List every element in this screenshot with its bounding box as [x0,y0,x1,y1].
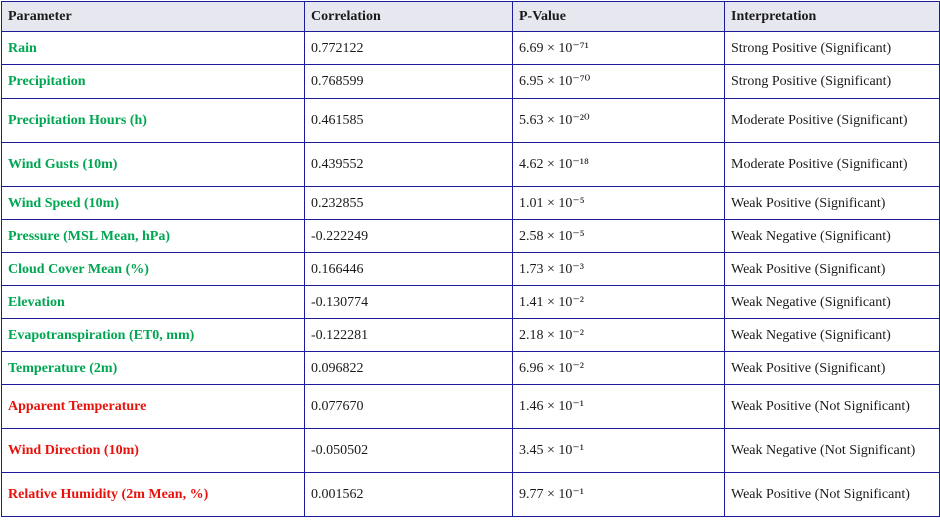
parameter-cell: Precipitation [1,64,305,99]
interpretation-cell: Weak Positive (Not Significant) [724,384,940,429]
parameter-cell: Wind Direction (10m) [1,428,305,473]
table-row: Wind Direction (10m) -0.050502 3.45 × 10… [1,428,940,473]
correlation-cell: -0.050502 [304,428,513,473]
p-value-cell: 9.77 × 10⁻¹ [512,472,725,517]
interpretation-cell: Moderate Positive (Significant) [724,142,940,187]
correlation-cell: 0.461585 [304,98,513,143]
p-value-cell: 1.73 × 10⁻³ [512,252,725,286]
interpretation-cell: Weak Positive (Significant) [724,186,940,220]
parameter-cell: Wind Speed (10m) [1,186,305,220]
table-row: Rain 0.772122 6.69 × 10⁻⁷¹ Strong Positi… [1,31,940,65]
table-row: Evapotranspiration (ET0, mm) -0.122281 2… [1,318,940,352]
parameter-cell: Wind Gusts (10m) [1,142,305,187]
table-row: Apparent Temperature 0.077670 1.46 × 10⁻… [1,384,940,429]
p-value-cell: 1.41 × 10⁻² [512,285,725,319]
parameter-cell: Elevation [1,285,305,319]
table-row: Temperature (2m) 0.096822 6.96 × 10⁻² We… [1,351,940,385]
interpretation-cell: Weak Positive (Significant) [724,351,940,385]
correlation-cell: 0.439552 [304,142,513,187]
correlation-cell: -0.222249 [304,219,513,253]
table-row: Precipitation 0.768599 6.95 × 10⁻⁷⁰ Stro… [1,64,940,99]
interpretation-cell: Strong Positive (Significant) [724,64,940,99]
correlation-cell: -0.130774 [304,285,513,319]
interpretation-cell: Weak Negative (Significant) [724,285,940,319]
correlation-cell: 0.096822 [304,351,513,385]
p-value-cell: 4.62 × 10⁻¹⁸ [512,142,725,187]
table-row: Wind Speed (10m) 0.232855 1.01 × 10⁻⁵ We… [1,186,940,220]
parameter-cell: Evapotranspiration (ET0, mm) [1,318,305,352]
p-value-cell: 2.58 × 10⁻⁵ [512,219,725,253]
p-value-cell: 6.96 × 10⁻² [512,351,725,385]
table-row: Relative Humidity (2m Mean, %) 0.001562 … [1,472,940,517]
p-value-cell: 6.95 × 10⁻⁷⁰ [512,64,725,99]
p-value-cell: 3.45 × 10⁻¹ [512,428,725,473]
table-row: Wind Gusts (10m) 0.439552 4.62 × 10⁻¹⁸ M… [1,142,940,187]
correlation-cell: 0.166446 [304,252,513,286]
correlation-cell: 0.772122 [304,31,513,65]
p-value-cell: 5.63 × 10⁻²⁰ [512,98,725,143]
parameter-cell: Relative Humidity (2m Mean, %) [1,472,305,517]
interpretation-cell: Weak Negative (Significant) [724,219,940,253]
header-interpretation: Interpretation [724,1,940,32]
parameter-cell: Rain [1,31,305,65]
header-correlation: Correlation [304,1,513,32]
interpretation-cell: Weak Positive (Not Significant) [724,472,940,517]
interpretation-cell: Weak Negative (Not Significant) [724,428,940,473]
correlation-cell: -0.122281 [304,318,513,352]
parameter-cell: Pressure (MSL Mean, hPa) [1,219,305,253]
parameter-cell: Temperature (2m) [1,351,305,385]
parameter-cell: Precipitation Hours (h) [1,98,305,143]
table-row: Precipitation Hours (h) 0.461585 5.63 × … [1,98,940,143]
header-p-value: P-Value [512,1,725,32]
interpretation-cell: Weak Positive (Significant) [724,252,940,286]
interpretation-cell: Strong Positive (Significant) [724,31,940,65]
table-row: Cloud Cover Mean (%) 0.166446 1.73 × 10⁻… [1,252,940,286]
interpretation-cell: Weak Negative (Significant) [724,318,940,352]
p-value-cell: 1.46 × 10⁻¹ [512,384,725,429]
correlation-cell: 0.077670 [304,384,513,429]
p-value-cell: 2.18 × 10⁻² [512,318,725,352]
parameter-cell: Apparent Temperature [1,384,305,429]
p-value-cell: 1.01 × 10⁻⁵ [512,186,725,220]
header-row: Parameter Correlation P-Value Interpreta… [1,1,940,32]
table-row: Elevation -0.130774 1.41 × 10⁻² Weak Neg… [1,285,940,319]
correlation-cell: 0.232855 [304,186,513,220]
parameter-cell: Cloud Cover Mean (%) [1,252,305,286]
correlation-cell: 0.768599 [304,64,513,99]
header-parameter: Parameter [1,1,305,32]
correlation-cell: 0.001562 [304,472,513,517]
p-value-cell: 6.69 × 10⁻⁷¹ [512,31,725,65]
table-row: Pressure (MSL Mean, hPa) -0.222249 2.58 … [1,219,940,253]
interpretation-cell: Moderate Positive (Significant) [724,98,940,143]
